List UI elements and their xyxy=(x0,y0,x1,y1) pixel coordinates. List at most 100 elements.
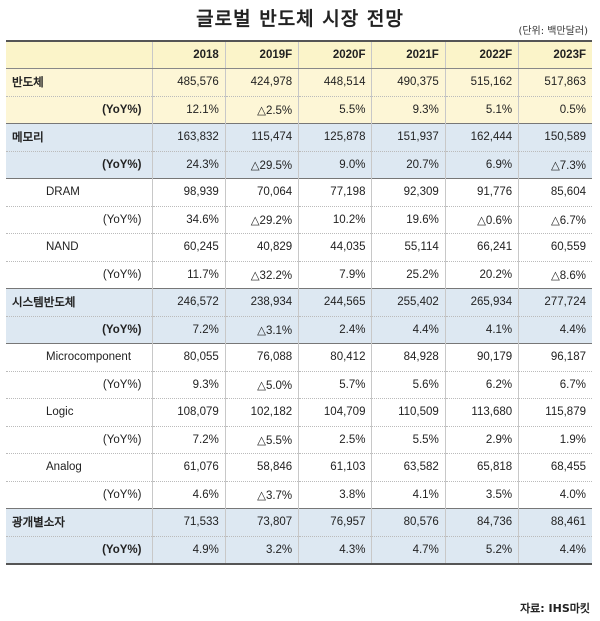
table-cell: 6.7% xyxy=(518,371,592,399)
source-note: 자료: IHS마킷 xyxy=(520,602,590,615)
table-cell: 76,088 xyxy=(224,343,299,371)
table-cell: 424,978 xyxy=(224,68,299,96)
table-cell: 113,680 xyxy=(444,398,519,426)
row-label: Analog xyxy=(46,461,82,474)
table-cell: 4.9% xyxy=(151,536,226,564)
table-cell: 3.8% xyxy=(298,481,372,509)
column-header: 2023F xyxy=(518,40,592,69)
table-cell: 12.1% xyxy=(151,96,226,124)
row-label: Microcomponent xyxy=(46,351,132,364)
row-label: (YoY%) xyxy=(102,213,142,226)
table-cell: 44,035 xyxy=(298,233,372,261)
table-cell: 5.5% xyxy=(371,426,446,454)
table-cell: 163,832 xyxy=(151,123,226,151)
table-cell: 517,863 xyxy=(518,68,592,96)
table-cell: △0.6% xyxy=(444,206,519,234)
yoy-row: (YoY%) 34.6% △29.2% 10.2% 19.6% △0.6% △6.7% xyxy=(6,206,592,234)
table-cell: 150,589 xyxy=(518,123,592,151)
row-label: 광개별소자 xyxy=(6,508,152,536)
table-cell: 55,114 xyxy=(371,233,446,261)
table-cell: 60,245 xyxy=(151,233,226,261)
table-cell: 9.3% xyxy=(151,371,226,399)
table-row: NAND 60,245 40,829 44,035 55,114 66,241 60,559 xyxy=(6,233,592,261)
yoy-row: (YoY%) 12.1% △2.5% 5.5% 9.3% 5.1% 0.5% xyxy=(6,96,592,124)
table-cell: △3.1% xyxy=(224,316,299,344)
row-label: NAND xyxy=(46,241,79,254)
table-cell: 7.9% xyxy=(298,261,372,289)
table-cell: 70,064 xyxy=(224,178,299,206)
table-row: Logic 108,079 102,182 104,709 110,509 113,680… xyxy=(6,398,592,426)
table-cell: △5.5% xyxy=(224,426,299,454)
table-cell: 3.5% xyxy=(444,481,519,509)
row-label: (YoY%) xyxy=(102,378,142,391)
column-header: 2020F xyxy=(298,40,372,69)
row-label: DRAM xyxy=(46,186,80,199)
table-cell: 7.2% xyxy=(151,316,226,344)
table-cell: 96,187 xyxy=(518,343,592,371)
row-label: (YoY%) xyxy=(102,268,142,281)
yoy-row: (YoY%) 11.7% △32.2% 7.9% 25.2% 20.2% △8.6% xyxy=(6,261,592,289)
yoy-row: (YoY%) 9.3% △5.0% 5.7% 5.6% 6.2% 6.7% xyxy=(6,371,592,399)
yoy-row: (YoY%) 7.2% △5.5% 2.5% 5.5% 2.9% 1.9% xyxy=(6,426,592,454)
table-cell: 19.6% xyxy=(371,206,446,234)
column-header: 2022F xyxy=(444,40,519,69)
column-header: 2021F xyxy=(371,40,446,69)
table-cell: 84,928 xyxy=(371,343,446,371)
table-cell: 6.2% xyxy=(444,371,519,399)
row-label: (YoY%) xyxy=(102,488,142,501)
table-row: Microcomponent 80,055 76,088 80,412 84,928 90… xyxy=(6,343,592,371)
table-cell: 4.7% xyxy=(371,536,446,564)
table-cell: 448,514 xyxy=(298,68,372,96)
table-cell: 11.7% xyxy=(151,261,226,289)
row-label: (YoY%) xyxy=(6,151,152,179)
table-cell: 91,776 xyxy=(444,178,519,206)
table-cell: 2.5% xyxy=(298,426,372,454)
table-cell: 277,724 xyxy=(518,288,592,316)
table-cell: 2.4% xyxy=(298,316,372,344)
table-cell: 5.1% xyxy=(444,96,519,124)
table-cell: 25.2% xyxy=(371,261,446,289)
table-cell: 60,559 xyxy=(518,233,592,261)
table-cell: 4.4% xyxy=(518,316,592,344)
table-cell: 244,565 xyxy=(298,288,372,316)
table-cell: 6.9% xyxy=(444,151,519,179)
table-cell: 24.3% xyxy=(151,151,226,179)
table-cell: 7.2% xyxy=(151,426,226,454)
table-cell: 20.2% xyxy=(444,261,519,289)
table-cell: 5.2% xyxy=(444,536,519,564)
table-cell: 108,079 xyxy=(151,398,226,426)
page-title: 글로벌 반도체 시장 전망 xyxy=(196,8,404,30)
table-cell: 65,818 xyxy=(444,453,519,481)
table-cell: 4.4% xyxy=(518,536,592,564)
table-cell: 238,934 xyxy=(224,288,299,316)
table-cell: △3.7% xyxy=(224,481,299,509)
table-cell: 9.3% xyxy=(371,96,446,124)
table-row: DRAM 98,939 70,064 77,198 92,309 91,776 85,604 xyxy=(6,178,592,206)
table-cell: 110,509 xyxy=(371,398,446,426)
table-cell: 3.2% xyxy=(224,536,299,564)
table-cell: 265,934 xyxy=(444,288,519,316)
row-label: 반도체 xyxy=(6,68,152,96)
header-row: 2018 2019F 2020F 2021F 2022F 2023F xyxy=(6,40,592,69)
table-cell: 115,879 xyxy=(518,398,592,426)
row-label: 시스템반도체 xyxy=(6,288,152,316)
table-cell: 515,162 xyxy=(444,68,519,96)
table-cell: 4.4% xyxy=(371,316,446,344)
row-label: (YoY%) xyxy=(6,536,152,564)
table-cell: 40,829 xyxy=(224,233,299,261)
table-cell: 485,576 xyxy=(151,68,226,96)
table-cell: 490,375 xyxy=(371,68,446,96)
table-row: 광개별소자 71,533 73,807 76,957 80,576 84,736 88,46… xyxy=(6,508,592,536)
yoy-row: (YoY%) 4.6% △3.7% 3.8% 4.1% 3.5% 4.0% xyxy=(6,481,592,509)
table-cell: 162,444 xyxy=(444,123,519,151)
table-cell: △8.6% xyxy=(518,261,592,289)
row-label: Logic xyxy=(46,406,74,419)
table-cell: 125,878 xyxy=(298,123,372,151)
yoy-row: (YoY%) 7.2% △3.1% 2.4% 4.4% 4.1% 4.4% xyxy=(6,316,592,344)
table-row: 메모리 163,832 115,474 125,878 151,937 162,444 15… xyxy=(6,123,592,151)
table-cell: △29.5% xyxy=(224,151,299,179)
table-cell: 4.0% xyxy=(518,481,592,509)
table-cell: 68,455 xyxy=(518,453,592,481)
header-blank xyxy=(6,40,152,69)
table-cell: 66,241 xyxy=(444,233,519,261)
